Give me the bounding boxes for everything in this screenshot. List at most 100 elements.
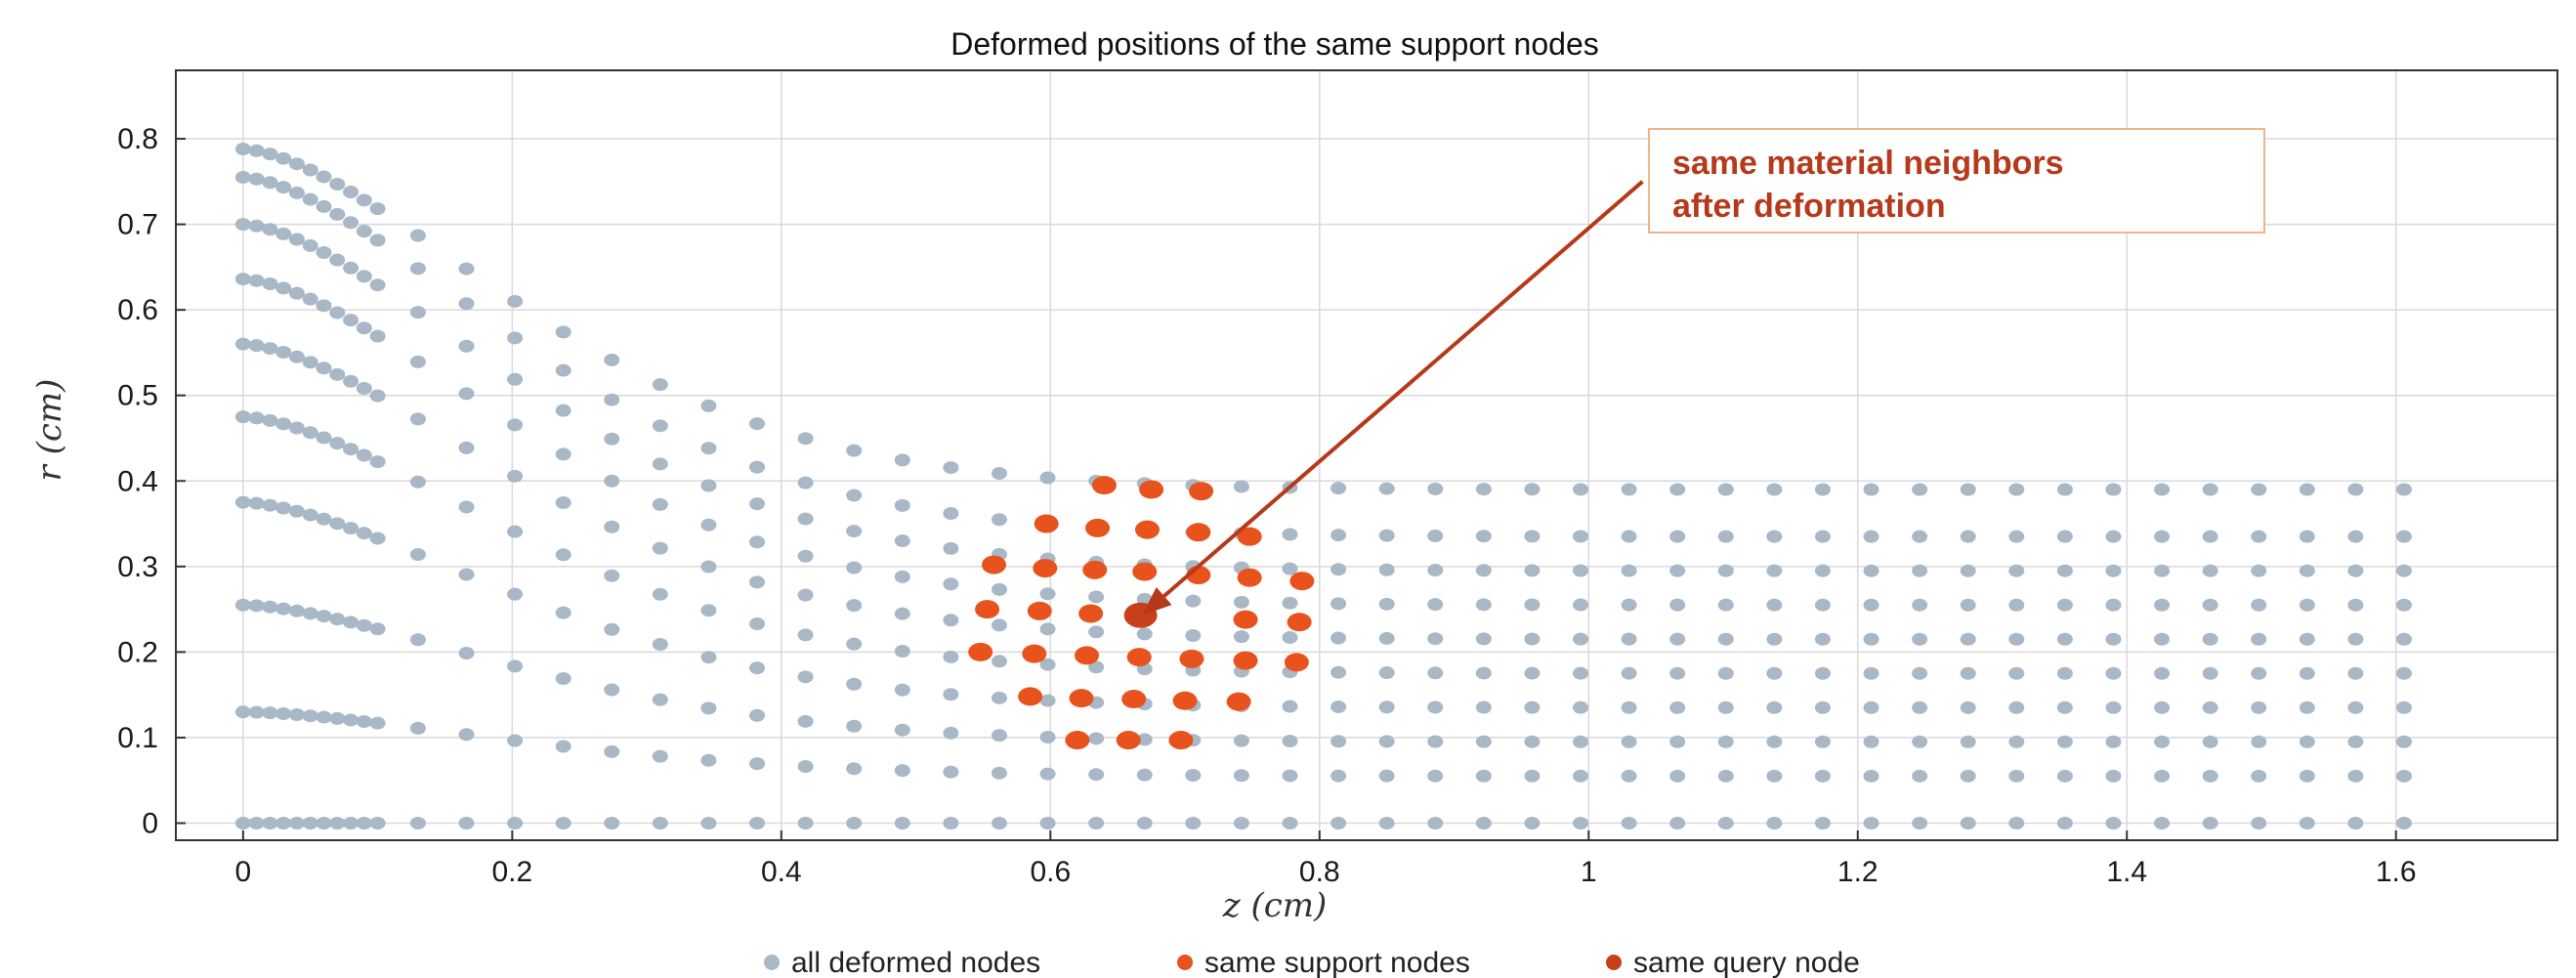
all-node-point: [555, 447, 571, 461]
all-node-point: [262, 600, 278, 614]
all-node-point: [1524, 530, 1541, 543]
all-node-point: [943, 577, 959, 591]
all-node-point: [2347, 816, 2364, 829]
all-node-point: [652, 419, 668, 433]
all-node-point: [316, 361, 332, 375]
support-node-point: [1078, 604, 1104, 623]
all-node-point: [1378, 482, 1395, 495]
x-tick-label: 1.2: [1837, 856, 1879, 888]
all-node-point: [846, 719, 863, 733]
all-node-point: [1717, 769, 1734, 783]
all-node-point: [1912, 483, 1928, 496]
support-node-point: [1126, 648, 1152, 667]
all-node-point: [2299, 666, 2315, 680]
all-node-point: [2202, 769, 2218, 783]
all-node-point: [316, 199, 332, 213]
all-node-point: [1475, 564, 1492, 577]
all-node-point: [329, 437, 346, 450]
all-node-point: [302, 292, 318, 306]
x-tick-label: 1.6: [2376, 856, 2417, 888]
all-node-point: [369, 716, 386, 730]
all-node-point: [749, 460, 766, 474]
all-node-point: [507, 418, 524, 432]
all-node-point: [316, 816, 332, 829]
all-node-point: [409, 355, 426, 368]
all-node-point: [234, 816, 251, 829]
all-node-point: [749, 617, 766, 631]
all-node-point: [652, 693, 668, 706]
all-node-point: [356, 270, 372, 283]
all-node-point: [458, 816, 475, 829]
all-node-point: [1136, 627, 1153, 641]
all-node-point: [1960, 701, 1976, 714]
all-node-point: [507, 469, 524, 483]
all-node-point: [288, 504, 305, 518]
all-node-point: [1766, 769, 1783, 783]
all-node-point: [1912, 598, 1928, 612]
all-node-point: [1621, 735, 1637, 748]
all-node-point: [894, 498, 910, 512]
all-node-point: [356, 321, 372, 335]
all-node-point: [2105, 816, 2122, 829]
all-node-point: [458, 646, 475, 659]
x-tick-label: 1.4: [2106, 856, 2147, 888]
all-node-point: [369, 329, 386, 343]
all-node-point: [1282, 562, 1298, 575]
all-node-point: [2105, 530, 2122, 543]
all-node-point: [797, 714, 814, 728]
all-node-point: [1717, 701, 1734, 714]
all-node-point: [846, 525, 863, 538]
all-node-point: [2105, 564, 2122, 577]
all-node-point: [2251, 598, 2267, 612]
all-node-point: [1378, 666, 1395, 680]
support-node-point: [1018, 687, 1043, 706]
all-node-point: [1330, 769, 1347, 783]
all-node-point: [604, 816, 620, 829]
all-node-point: [1088, 590, 1105, 604]
all-node-point: [943, 650, 959, 663]
all-node-point: [288, 186, 305, 199]
y-tick-label: 0.5: [117, 380, 158, 412]
all-node-point: [797, 759, 814, 773]
all-node-point: [507, 816, 524, 829]
all-node-point: [275, 417, 292, 431]
all-node-point: [1427, 701, 1444, 714]
all-node-point: [1573, 483, 1589, 496]
all-node-point: [288, 816, 305, 829]
annotation: same material neighbors after deformatio…: [1141, 128, 2265, 616]
all-node-point: [2154, 598, 2171, 612]
all-node-point: [2251, 735, 2267, 748]
all-node-point: [2154, 666, 2171, 680]
all-node-point: [288, 350, 305, 363]
x-axis-label: z (cm): [1222, 886, 1328, 925]
all-node-point: [1524, 701, 1541, 714]
all-node-point: [749, 757, 766, 771]
all-node-point: [894, 723, 910, 737]
all-node-point: [356, 193, 372, 207]
all-node-point: [409, 229, 426, 242]
all-node-point: [1621, 769, 1637, 783]
all-node-point: [2395, 816, 2412, 829]
all-node-point: [2347, 666, 2364, 680]
all-node-point: [1717, 564, 1734, 577]
all-node-point: [1621, 701, 1637, 714]
all-node-point: [2347, 483, 2364, 496]
all-node-point: [409, 306, 426, 319]
all-node-point: [555, 606, 571, 619]
all-node-point: [555, 740, 571, 753]
all-node-point: [2299, 632, 2315, 646]
all-node-point: [507, 525, 524, 538]
support-node-point: [1289, 572, 1315, 591]
all-node-point: [1912, 564, 1928, 577]
all-node-point: [458, 297, 475, 311]
all-node-point: [1282, 734, 1298, 747]
all-node-point: [2008, 666, 2025, 680]
all-node-point: [1039, 694, 1056, 707]
all-node-point: [329, 711, 346, 725]
all-node-point: [1475, 735, 1492, 748]
all-node-point: [458, 262, 475, 276]
support-node-point: [1085, 518, 1111, 537]
all-node-point: [1088, 768, 1105, 782]
all-node-point: [1573, 666, 1589, 680]
all-node-point: [846, 637, 863, 651]
